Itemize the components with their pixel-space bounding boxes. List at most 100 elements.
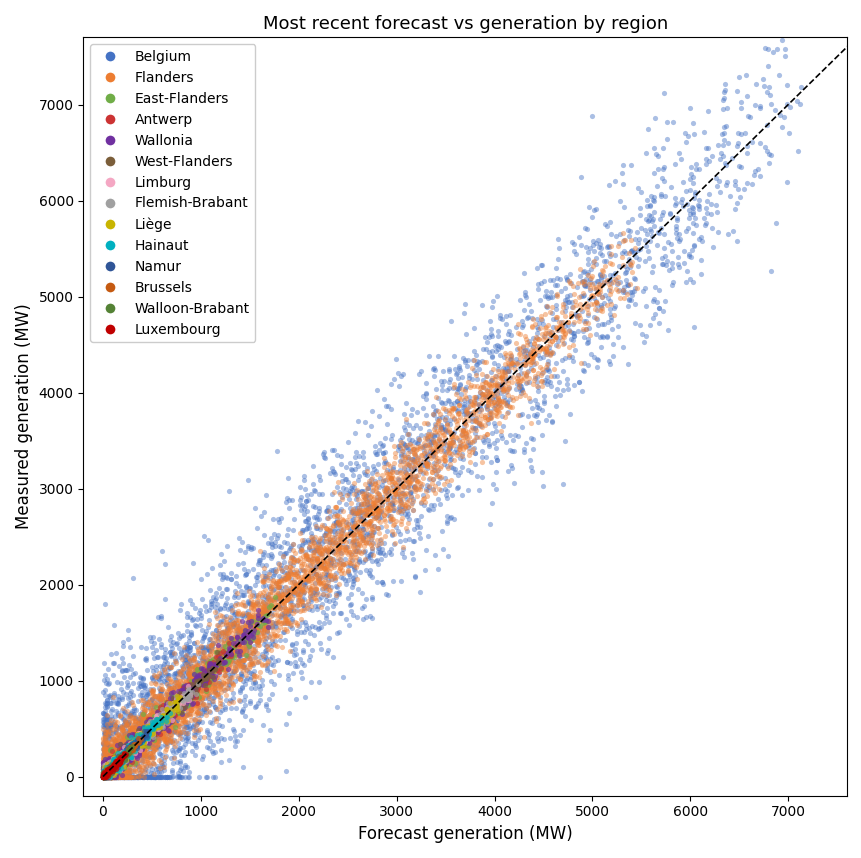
Point: [107, 761, 121, 775]
Point: [111, 754, 125, 768]
Point: [96, 770, 110, 783]
Point: [518, 290, 532, 304]
Point: [171, 699, 185, 713]
Point: [529, 397, 542, 411]
Point: [144, 683, 158, 697]
Point: [101, 768, 115, 782]
Point: [143, 692, 157, 705]
Point: [109, 756, 123, 770]
Point: [100, 770, 114, 783]
Point: [113, 751, 127, 764]
Point: [582, 275, 596, 289]
Point: [98, 767, 112, 781]
Point: [344, 553, 358, 567]
Point: [101, 767, 115, 781]
Point: [579, 302, 593, 316]
Point: [96, 769, 110, 782]
Point: [187, 651, 201, 665]
Point: [257, 632, 270, 646]
Point: [328, 535, 342, 549]
Point: [224, 647, 238, 661]
Point: [268, 565, 282, 578]
Point: [406, 504, 420, 517]
Point: [96, 769, 110, 782]
Point: [251, 629, 264, 643]
Point: [372, 526, 386, 540]
Point: [232, 653, 245, 667]
Point: [133, 735, 147, 749]
Point: [210, 656, 224, 670]
Point: [96, 770, 110, 783]
Point: [163, 660, 177, 674]
Point: [128, 715, 142, 728]
Point: [103, 770, 117, 783]
Point: [110, 753, 124, 767]
Point: [108, 755, 121, 769]
Point: [102, 761, 115, 775]
Point: [307, 535, 320, 549]
Point: [99, 760, 113, 774]
Point: [97, 770, 111, 783]
Point: [268, 616, 282, 630]
Point: [153, 706, 167, 720]
Point: [152, 711, 166, 725]
Point: [101, 770, 115, 783]
Point: [155, 726, 169, 740]
Point: [157, 722, 170, 735]
Point: [112, 746, 126, 760]
Point: [201, 740, 215, 754]
Point: [108, 758, 121, 771]
Point: [442, 364, 455, 378]
Point: [106, 770, 120, 783]
Point: [158, 722, 171, 736]
Point: [145, 719, 158, 733]
Point: [183, 689, 197, 703]
Point: [245, 621, 258, 635]
Point: [362, 536, 375, 550]
Point: [234, 620, 248, 634]
Point: [158, 735, 172, 749]
Point: [121, 717, 135, 731]
Point: [457, 417, 471, 431]
Point: [97, 766, 111, 780]
Point: [246, 656, 260, 670]
Point: [578, 221, 592, 235]
Point: [101, 749, 115, 763]
Point: [192, 686, 206, 700]
Point: [167, 646, 181, 660]
Point: [126, 755, 139, 769]
Point: [109, 767, 123, 781]
Point: [214, 656, 227, 669]
Point: [374, 532, 387, 546]
Point: [397, 476, 411, 490]
Point: [299, 571, 313, 585]
Point: [174, 716, 188, 729]
Point: [115, 753, 128, 767]
Point: [403, 468, 417, 482]
Point: [195, 672, 208, 686]
Point: [286, 523, 300, 537]
Point: [330, 700, 344, 714]
Point: [716, 85, 730, 99]
Point: [96, 760, 110, 774]
Point: [271, 574, 285, 588]
Point: [146, 711, 159, 725]
Point: [280, 583, 294, 597]
Point: [544, 300, 558, 314]
Point: [199, 676, 213, 690]
Point: [424, 465, 438, 479]
Point: [372, 409, 386, 423]
Point: [154, 712, 168, 726]
Point: [353, 529, 367, 543]
Point: [120, 749, 133, 763]
Point: [103, 764, 117, 777]
Point: [98, 767, 112, 781]
Point: [127, 707, 140, 721]
Point: [96, 763, 110, 776]
Point: [99, 770, 113, 783]
Point: [419, 438, 433, 452]
Point: [419, 479, 433, 492]
Point: [277, 601, 291, 615]
Point: [107, 762, 121, 776]
Point: [96, 769, 110, 782]
